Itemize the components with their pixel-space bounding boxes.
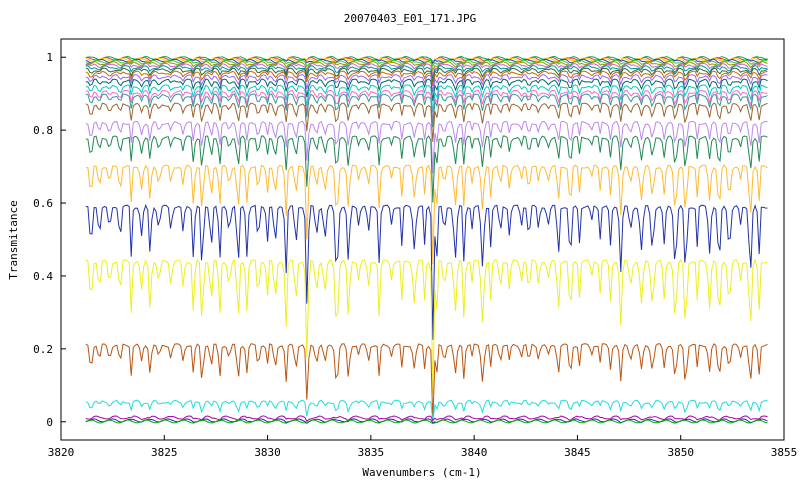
series-line [85,89,768,122]
series-line [85,93,768,128]
series-line [85,67,768,83]
y-tick-label: 1 [46,51,53,64]
x-tick-label: 3835 [358,446,385,459]
x-axis-label: Wavenumbers (cm-1) [362,466,481,479]
series-line [85,102,768,142]
plot-lines [85,55,768,425]
series-line [85,78,768,102]
series-line [85,415,768,422]
series-line [85,419,768,425]
plot-frame [60,38,785,441]
series-line [85,70,768,86]
chart-title: 20070403_E01_171.JPG [344,12,476,25]
series-line [85,120,768,174]
series-line [85,203,768,340]
x-tick-label: 3855 [771,446,798,459]
x-tick-label: 3845 [564,446,591,459]
x-tick-label: 3840 [461,446,488,459]
series-line [85,74,768,93]
y-axis-ticks: 0 0.2 0.4 0.6 0.8 1 [33,51,66,429]
y-tick-label: 0 [46,416,53,429]
y-tick-label: 0.6 [33,197,53,210]
y-tick-label: 0.2 [33,343,53,356]
series-line [85,399,768,422]
series-line [85,258,768,394]
y-axis-label: Transmitance [7,200,20,279]
x-tick-label: 3820 [48,446,75,459]
x-axis-ticks: 3820 3825 3830 3835 3840 3845 3850 3855 [48,435,798,459]
x-tick-label: 3850 [667,446,694,459]
y-tick-label: 0.8 [33,124,53,137]
y-tick-label: 0.4 [33,270,53,283]
series-line [85,135,768,203]
series-line [85,343,768,421]
x-tick-label: 3830 [254,446,281,459]
series-line [85,62,768,77]
x-tick-label: 3825 [151,446,178,459]
series-line [85,65,768,79]
series-line [85,84,768,113]
series-line [85,164,768,265]
